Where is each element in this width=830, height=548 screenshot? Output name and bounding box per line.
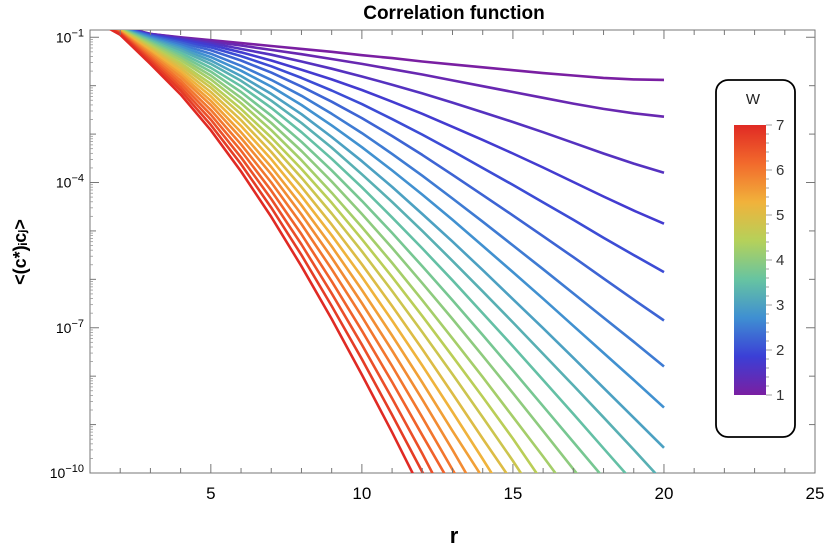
series-line-12 bbox=[120, 30, 602, 473]
series-line-19 bbox=[113, 30, 482, 473]
series-line-17 bbox=[115, 30, 508, 473]
x-tick-label: 15 bbox=[503, 484, 522, 503]
colorbar-tick-label: 7 bbox=[776, 117, 784, 134]
series-line-13 bbox=[119, 30, 579, 473]
y-axis: 10−10 10−7 10−4 10−1 bbox=[50, 27, 815, 481]
series-line-20 bbox=[113, 30, 468, 473]
colorbar-gradient bbox=[734, 125, 766, 395]
series-line-6 bbox=[125, 30, 665, 322]
y-axis-label: <(c*)ᵢcⱼ> bbox=[10, 219, 30, 285]
y-tick-label: 10−7 bbox=[56, 318, 84, 336]
colorbar-ticks: 1 2 3 4 5 6 7 bbox=[766, 117, 784, 404]
colorbar-tick-label: 5 bbox=[776, 207, 784, 224]
series-line-11 bbox=[120, 30, 627, 473]
series-group bbox=[108, 30, 665, 473]
chart-title: Correlation function bbox=[363, 3, 545, 24]
colorbar-title: W bbox=[746, 91, 761, 108]
x-tick-label: 25 bbox=[806, 484, 825, 503]
y-tick-label: 10−1 bbox=[56, 27, 84, 45]
x-tick-label: 20 bbox=[654, 484, 673, 503]
series-line-8 bbox=[123, 30, 665, 409]
series-line-5 bbox=[125, 30, 665, 274]
series-line-25 bbox=[108, 30, 415, 473]
x-tick-label: 10 bbox=[352, 484, 371, 503]
series-line-23 bbox=[110, 30, 434, 473]
series-line-7 bbox=[123, 30, 665, 368]
colorbar-tick-label: 4 bbox=[776, 252, 784, 269]
colorbar-legend: W 1 2 3 4 5 6 7 bbox=[715, 79, 796, 438]
series-line-21 bbox=[112, 30, 456, 473]
series-line-14 bbox=[117, 30, 557, 473]
series-line-16 bbox=[116, 30, 523, 473]
x-tick-label: 5 bbox=[206, 484, 215, 503]
series-line-10 bbox=[121, 30, 657, 473]
y-tick-label: 10−10 bbox=[50, 463, 84, 481]
series-line-4 bbox=[126, 30, 665, 225]
series-line-22 bbox=[111, 30, 446, 473]
x-axis-label: r bbox=[450, 523, 459, 548]
x-axis: 5 10 15 20 25 bbox=[119, 30, 825, 503]
series-line-24 bbox=[110, 30, 425, 473]
colorbar-tick-label: 6 bbox=[776, 162, 784, 179]
y-tick-label: 10−4 bbox=[56, 173, 84, 191]
colorbar-tick-label: 2 bbox=[776, 342, 784, 359]
colorbar-tick-label: 3 bbox=[776, 297, 784, 314]
colorbar-tick-label: 1 bbox=[776, 387, 784, 404]
series-line-15 bbox=[117, 30, 539, 473]
series-line-9 bbox=[121, 30, 665, 449]
series-line-18 bbox=[114, 30, 494, 473]
